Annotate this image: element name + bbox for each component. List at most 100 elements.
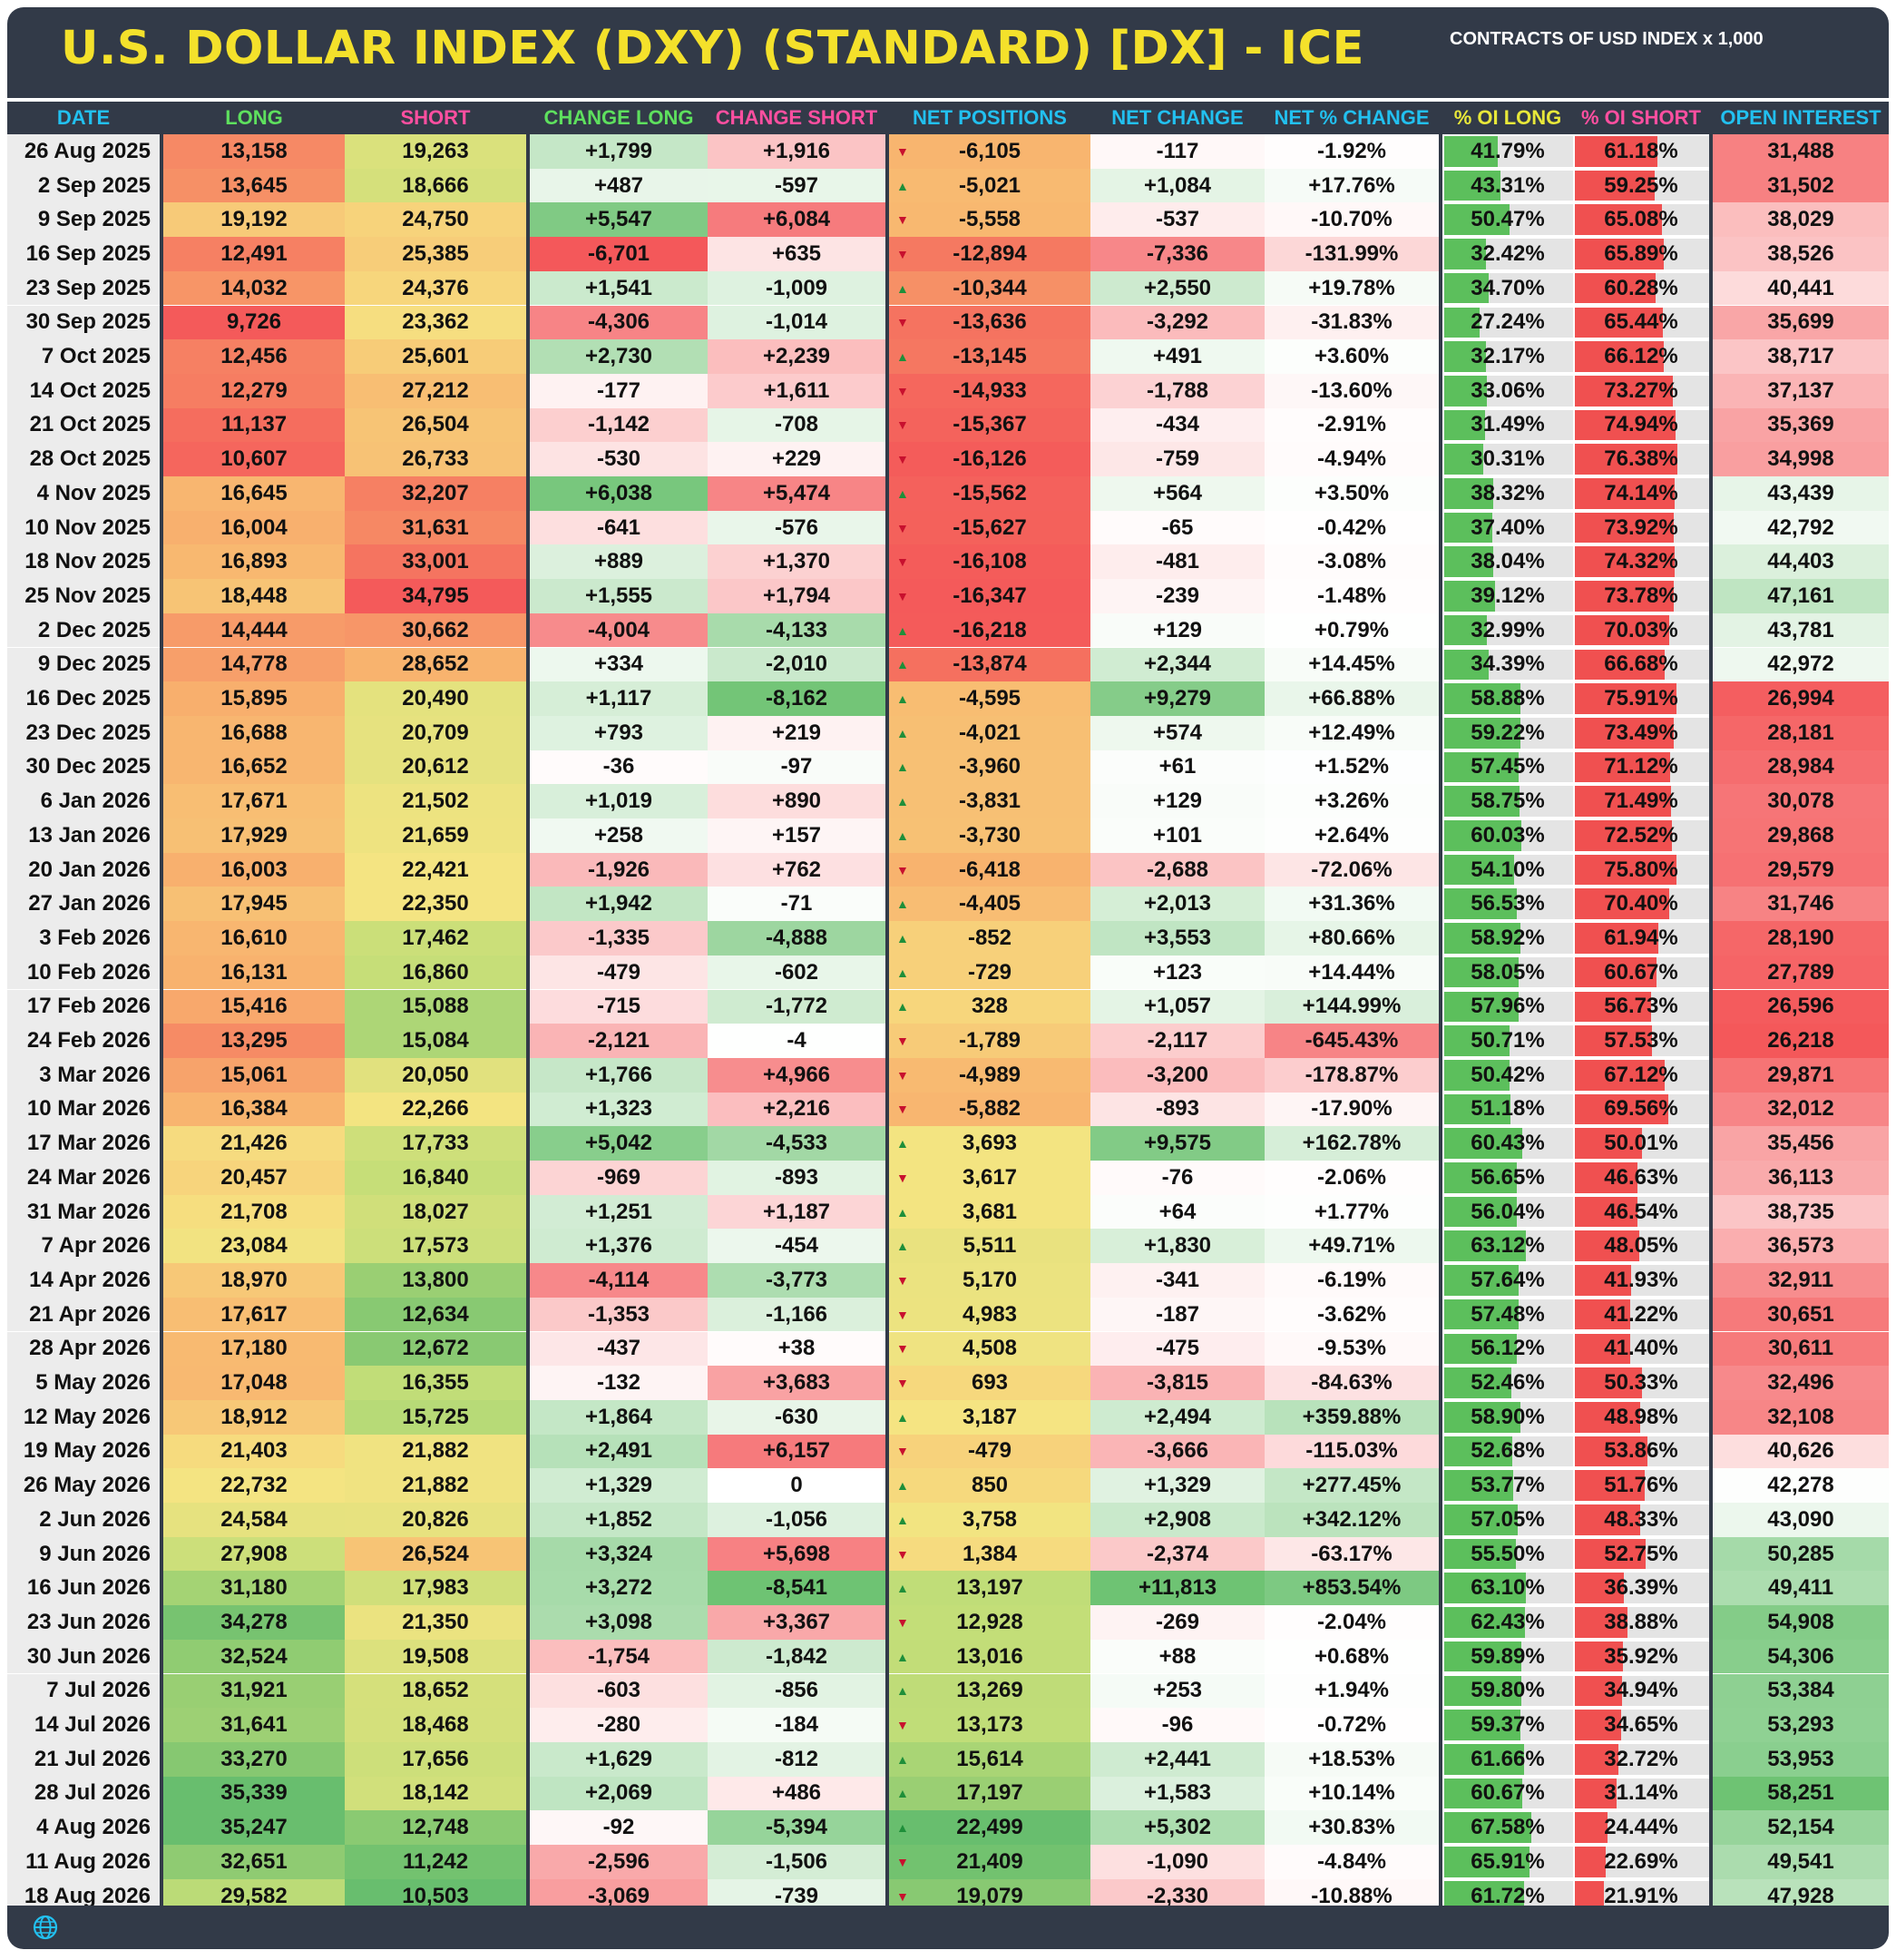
change-long-cell: -4,306 [530,305,708,340]
header-date[interactable]: DATE [7,102,160,134]
header-long[interactable]: LONG [163,102,345,134]
table-row[interactable]: 16 Dec 2025 15,895 20,490 +1,117 -8,162 ▲ -4,5… [7,681,1889,716]
date-cell: 17 Mar 2026 [7,1126,160,1161]
table-row[interactable]: 4 Nov 2025 16,645 32,207 +6,038 +5,474 ▲ -15,5… [7,476,1889,511]
net-change-cell: -475 [1090,1331,1265,1367]
oi-short-cell: 60.28% [1573,270,1709,306]
table-row[interactable]: 21 Apr 2026 17,617 12,634 -1,353 -1,166 ▼ 4,98… [7,1297,1889,1332]
table-row[interactable]: 26 Aug 2025 13,158 19,263 +1,799 +1,916 ▼ -6,1… [7,134,1889,169]
net-pct-change-cell: -17.90% [1265,1092,1439,1127]
table-row[interactable]: 26 May 2026 22,732 21,882 +1,329 0 ▲ 850 +1,329… [7,1468,1889,1503]
oi-short-cell-value: 22.69% [1604,1848,1678,1874]
net-position-value: -852 [967,925,1012,950]
net-change-cell: -3,292 [1090,305,1265,340]
table-row[interactable]: 18 Aug 2026 29,582 10,503 -3,069 -739 ▼ 19,079… [7,1878,1889,1914]
oi-short-cell-bar [1575,1847,1606,1877]
long-cell: 21,426 [163,1126,345,1161]
oi-short-cell-value: 61.94% [1604,925,1678,950]
oi-short-cell: 73.27% [1573,373,1709,408]
table-row[interactable]: 14 Jul 2026 31,641 18,468 -280 -184 ▼ 13,173 -9… [7,1708,1889,1742]
table-row[interactable]: 30 Jun 2026 32,524 19,508 -1,754 -1,842 ▲ 13,0… [7,1639,1889,1674]
table-row[interactable]: 28 Oct 2025 10,607 26,733 -530 +229 ▼ -16,126 -… [7,442,1889,476]
table-row[interactable]: 12 May 2026 18,912 15,725 +1,864 -630 ▲ 3,187 +… [7,1399,1889,1435]
table-row[interactable]: 7 Oct 2025 12,456 25,601 +2,730 +2,239 ▲ -13,1… [7,339,1889,374]
oi-long-cell: 39.12% [1442,579,1573,613]
table-row[interactable]: 14 Apr 2026 18,970 13,800 -4,114 -3,773 ▼ 5,17… [7,1263,1889,1298]
net-change-cell: -239 [1090,579,1265,613]
table-row[interactable]: 2 Jun 2026 24,584 20,826 +1,852 -1,056 ▲ 3,758… [7,1503,1889,1537]
table-row[interactable]: 18 Nov 2025 16,893 33,001 +889 +1,370 ▼ -16,10… [7,544,1889,580]
table-row[interactable]: 3 Mar 2026 15,061 20,050 +1,766 +4,966 ▼ -4,98… [7,1057,1889,1093]
table-row[interactable]: 7 Apr 2026 23,084 17,573 +1,376 -454 ▲ 5,511 +1… [7,1229,1889,1264]
table-row[interactable]: 17 Mar 2026 21,426 17,733 +5,042 -4,533 ▲ 3,69… [7,1126,1889,1161]
short-cell: 22,350 [345,887,526,922]
net-position-value: -479 [967,1438,1012,1464]
down-arrow-icon: ▼ [896,1307,909,1322]
table-row[interactable]: 7 Jul 2026 31,921 18,652 -603 -856 ▲ 13,269 +25… [7,1673,1889,1709]
header-net-change[interactable]: NET CHANGE [1090,102,1265,134]
table-row[interactable]: 30 Dec 2025 16,652 20,612 -36 -97 ▲ -3,960 +61 +… [7,750,1889,785]
table-row[interactable]: 10 Feb 2026 16,131 16,860 -479 -602 ▲ -729 +123… [7,955,1889,990]
table-row[interactable]: 6 Jan 2026 17,671 21,502 +1,019 +890 ▲ -3,831 +… [7,784,1889,818]
table-row[interactable]: 24 Mar 2026 20,457 16,840 -969 -893 ▼ 3,617 -76… [7,1161,1889,1195]
table-row[interactable]: 21 Oct 2025 11,137 26,504 -1,142 -708 ▼ -15,36… [7,407,1889,443]
up-arrow-icon: ▲ [896,1239,909,1254]
header-net-pct-change[interactable]: NET % CHANGE [1265,102,1439,134]
table-row[interactable]: 16 Sep 2025 12,491 25,385 -6,701 +635 ▼ -12,89… [7,237,1889,271]
oi-long-cell: 52.68% [1442,1434,1573,1469]
table-row[interactable]: 23 Dec 2025 16,688 20,709 +793 +219 ▲ -4,021 +5… [7,715,1889,750]
table-row[interactable]: 2 Dec 2025 14,444 30,662 -4,004 -4,133 ▲ -16,2… [7,612,1889,648]
table-row[interactable]: 25 Nov 2025 18,448 34,795 +1,555 +1,794 ▼ -16,… [7,579,1889,613]
net-pct-change-cell: +3.26% [1265,784,1439,818]
table-row[interactable]: 17 Feb 2026 15,416 15,088 -715 -1,772 ▲ 328 +1,… [7,989,1889,1024]
header-net-positions[interactable]: NET POSITIONS [889,102,1090,134]
table-row[interactable]: 31 Mar 2026 21,708 18,027 +1,251 +1,187 ▲ 3,68… [7,1194,1889,1230]
header-open-interest[interactable]: OPEN INTEREST [1713,102,1889,134]
table-row[interactable]: 27 Jan 2026 17,945 22,350 +1,942 -71 ▲ -4,405 +… [7,887,1889,922]
table-row[interactable]: 9 Dec 2025 14,778 28,652 +334 -2,010 ▲ -13,874… [7,647,1889,682]
table-row[interactable]: 28 Apr 2026 17,180 12,672 -437 +38 ▼ 4,508 -475… [7,1331,1889,1367]
table-row[interactable]: 20 Jan 2026 16,003 22,421 -1,926 +762 ▼ -6,418… [7,852,1889,887]
table-row[interactable]: 16 Jun 2026 31,180 17,983 +3,272 -8,541 ▲ 13,1… [7,1571,1889,1606]
table-row[interactable]: 4 Aug 2026 35,247 12,748 -92 -5,394 ▲ 22,499 +5… [7,1810,1889,1845]
table-row[interactable]: 3 Feb 2026 16,610 17,462 -1,335 -4,888 ▲ -852 +… [7,921,1889,956]
header-short[interactable]: SHORT [345,102,526,134]
header-oi-long[interactable]: % OI LONG [1442,102,1573,134]
net-position-value: 13,197 [956,1575,1023,1601]
oi-short-cell: 46.63% [1573,1161,1709,1195]
change-short-cell: -4,133 [708,612,885,648]
down-arrow-icon: ▼ [896,1341,909,1357]
table-row[interactable]: 21 Jul 2026 33,270 17,656 +1,629 -812 ▲ 15,614… [7,1741,1889,1777]
header-oi-short[interactable]: % OI SHORT [1573,102,1709,134]
table-row[interactable]: 24 Feb 2026 13,295 15,084 -2,121 -4 ▼ -1,789 -2… [7,1024,1889,1058]
table-row[interactable]: 14 Oct 2025 12,279 27,212 -177 +1,611 ▼ -14,93… [7,373,1889,408]
table-row[interactable]: 10 Nov 2025 16,004 31,631 -641 -576 ▼ -15,627 -… [7,510,1889,545]
table-row[interactable]: 28 Jul 2026 35,339 18,142 +2,069 +486 ▲ 17,197… [7,1776,1889,1811]
table-row[interactable]: 10 Mar 2026 16,384 22,266 +1,323 +2,216 ▼ -5,8… [7,1092,1889,1127]
oi-long-cell-value: 56.53% [1471,891,1545,916]
oi-long-cell-value: 56.12% [1471,1336,1545,1361]
table-row[interactable]: 13 Jan 2026 17,929 21,659 +258 +157 ▲ -3,730 +1… [7,818,1889,853]
globe-icon[interactable] [33,1915,58,1940]
header-change-short[interactable]: CHANGE SHORT [708,102,885,134]
table-row[interactable]: 9 Sep 2025 19,192 24,750 +5,547 +6,084 ▼ -5,55… [7,202,1889,238]
table-row[interactable]: 9 Jun 2026 27,908 26,524 +3,324 +5,698 ▼ 1,384… [7,1536,1889,1572]
table-row[interactable]: 2 Sep 2025 13,645 18,666 +487 -597 ▲ -5,021 +1,… [7,168,1889,203]
table-row[interactable]: 19 May 2026 21,403 21,882 +2,491 +6,157 ▼ -479… [7,1434,1889,1469]
net-position-value: -4,595 [958,686,1021,711]
net-pct-change-cell: +277.45% [1265,1468,1439,1503]
net-position-value: -12,894 [953,240,1027,266]
table-row[interactable]: 23 Jun 2026 34,278 21,350 +3,098 +3,367 ▼ 12,9… [7,1605,1889,1640]
table-row[interactable]: 23 Sep 2025 14,032 24,376 +1,541 -1,009 ▲ -10,… [7,270,1889,306]
short-cell: 17,656 [345,1741,526,1777]
table-row[interactable]: 11 Aug 2026 32,651 11,242 -2,596 -1,506 ▼ 21,4… [7,1845,1889,1879]
table-row[interactable]: 30 Sep 2025 9,726 23,362 -4,306 -1,014 ▼ -13,6… [7,305,1889,340]
header-change-long[interactable]: CHANGE LONG [530,102,708,134]
table-row[interactable]: 5 May 2026 17,048 16,355 -132 +3,683 ▼ 693 -3,8… [7,1366,1889,1400]
net-position-cell: ▲ 15,614 [889,1741,1090,1777]
column-divider [1439,102,1442,1914]
net-position-value: -10,344 [953,275,1027,300]
net-position-cell: ▼ -5,558 [889,202,1090,238]
oi-short-cell-bar [1575,1196,1637,1228]
net-pct-change-cell: +1.77% [1265,1194,1439,1230]
